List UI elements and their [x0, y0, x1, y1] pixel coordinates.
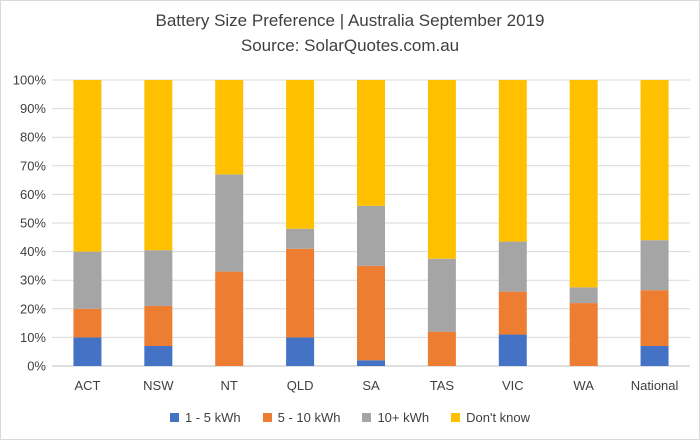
x-tick-label: WA [573, 378, 594, 393]
bar-segment [640, 345, 669, 366]
bar-segment [640, 80, 669, 241]
bar-segment [286, 80, 315, 229]
x-tick-label: QLD [287, 378, 314, 393]
bar-segment [569, 287, 598, 304]
x-tick-label: VIC [502, 378, 524, 393]
legend: 1 - 5 kWh 5 - 10 kWh 10+ kWh Don't know [0, 410, 700, 425]
bar-segment [215, 174, 244, 272]
bar-segment [498, 241, 527, 292]
chart-title: Battery Size Preference | Australia Sept… [155, 11, 545, 30]
bar-segment [569, 303, 598, 366]
bar-segment [144, 250, 173, 306]
legend-swatch [451, 413, 461, 422]
x-tick-label: TAS [430, 378, 455, 393]
bar-segment [286, 228, 315, 249]
bar-segment [427, 80, 456, 259]
bars [73, 80, 669, 366]
legend-item: 10+ kWh [362, 410, 429, 425]
legend-label: 5 - 10 kWh [277, 410, 341, 425]
bar-segment [498, 334, 527, 366]
bar-segment [498, 80, 527, 242]
legend-swatch [262, 413, 272, 422]
legend-item: 1 - 5 kWh [169, 410, 241, 425]
x-tick-label: NT [221, 378, 238, 393]
y-tick-label: 100% [13, 73, 47, 88]
bar-segment [144, 80, 173, 251]
bar-segment [427, 258, 456, 332]
x-tick-label: ACT [74, 378, 100, 393]
y-tick-label: 30% [20, 273, 46, 288]
bar-segment [73, 337, 102, 366]
bar-segment [73, 308, 102, 338]
bar-segment [144, 305, 173, 346]
y-tick-label: 20% [20, 301, 46, 316]
x-tick-label: NSW [143, 378, 174, 393]
bar-segment [286, 248, 315, 338]
x-tick-label: National [631, 378, 679, 393]
y-tick-label: 0% [27, 359, 46, 374]
bar-segment [286, 337, 315, 366]
bar-segment [498, 291, 527, 335]
y-tick-label: 50% [20, 216, 46, 231]
bar-segment [357, 265, 385, 361]
bar-segment [427, 331, 456, 366]
chart-title-block: Battery Size Preference | Australia Sept… [0, 8, 700, 58]
legend-swatch [362, 413, 372, 422]
legend-item: Don't know [451, 410, 530, 425]
y-tick-label: 40% [20, 244, 46, 259]
chart-subtitle: Source: SolarQuotes.com.au [240, 36, 460, 55]
y-tick-label: 80% [20, 130, 46, 145]
bar-segment [73, 80, 102, 252]
bar-segment [640, 240, 669, 291]
bar-segment [215, 80, 244, 175]
x-tick-label: SA [362, 378, 380, 393]
bar-segment [357, 205, 385, 266]
y-axis-ticks: 0% 10% 20% 30% 40% 50% 60% 70% 80% 90% 100% [13, 73, 47, 374]
legend-label: 10+ kWh [377, 410, 430, 425]
bar-segment [144, 345, 173, 366]
x-axis-ticks: ACT NSW NT QLD SA TAS VIC WA National [74, 378, 678, 393]
y-tick-label: 10% [20, 330, 46, 345]
legend-item: 5 - 10 kWh [262, 410, 341, 425]
legend-label: 1 - 5 kWh [184, 410, 241, 425]
legend-label: Don't know [466, 410, 531, 425]
bar-segment [357, 360, 385, 366]
bar-segment [357, 80, 385, 206]
bar-segment [215, 271, 244, 366]
y-tick-label: 90% [20, 101, 46, 116]
bar-segment [73, 251, 102, 309]
legend-swatch [169, 413, 179, 422]
y-tick-label: 70% [20, 158, 46, 173]
bar-segment [569, 80, 598, 288]
bar-segment [640, 290, 669, 346]
y-tick-label: 60% [20, 187, 46, 202]
